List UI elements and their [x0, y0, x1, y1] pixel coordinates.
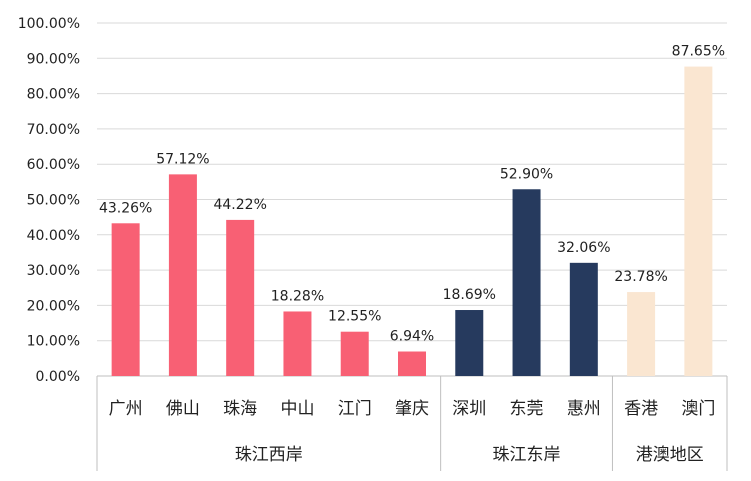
data-label: 32.06%: [557, 240, 610, 256]
x-tick-label: 惠州: [567, 399, 601, 419]
bar: [569, 262, 598, 376]
y-tick-label: 50.00%: [27, 193, 80, 209]
y-tick-label: 100.00%: [18, 16, 80, 32]
x-tick-label: 肇庆: [395, 399, 429, 419]
y-tick-label: 20.00%: [27, 298, 80, 314]
y-tick-label: 80.00%: [27, 87, 80, 103]
group-label: 港澳地区: [636, 445, 704, 465]
x-tick-label: 江门: [338, 399, 372, 419]
x-tick-label: 中山: [280, 399, 314, 419]
bar: [627, 292, 656, 376]
group-label: 珠江西岸: [235, 445, 303, 465]
group-label: 珠江东岸: [493, 445, 561, 465]
data-label: 44.22%: [213, 197, 266, 213]
x-tick-label: 珠海: [223, 399, 257, 419]
data-label: 57.12%: [156, 151, 209, 167]
x-tick-label: 广州: [109, 399, 143, 419]
data-label: 18.28%: [271, 288, 324, 304]
y-tick-label: 40.00%: [27, 228, 80, 244]
data-label: 87.65%: [672, 44, 725, 60]
bar: [398, 351, 426, 376]
y-tick-label: 30.00%: [27, 263, 80, 279]
y-tick-label: 60.00%: [27, 157, 80, 173]
data-label: 18.69%: [443, 287, 496, 303]
data-label: 52.90%: [500, 166, 553, 182]
bar: [226, 219, 255, 376]
y-tick-label: 70.00%: [27, 122, 80, 138]
bar: [283, 311, 312, 376]
data-label: 6.94%: [390, 329, 434, 345]
bar: [340, 331, 369, 376]
bar: [512, 189, 541, 376]
bar: [455, 310, 484, 376]
bar: [111, 223, 140, 376]
x-tick-label: 深圳: [452, 399, 486, 419]
y-tick-label: 0.00%: [36, 369, 80, 385]
x-tick-label: 澳门: [681, 399, 715, 419]
y-tick-label: 90.00%: [27, 51, 80, 67]
data-label: 23.78%: [614, 269, 667, 285]
x-tick-label: 香港: [624, 399, 658, 419]
data-label: 12.55%: [328, 309, 381, 325]
bar: [684, 66, 713, 377]
bar: [168, 174, 197, 376]
x-tick-label: 佛山: [166, 399, 200, 419]
data-label: 43.26%: [99, 200, 152, 216]
x-tick-label: 东莞: [510, 399, 544, 419]
y-tick-label: 10.00%: [27, 334, 80, 350]
